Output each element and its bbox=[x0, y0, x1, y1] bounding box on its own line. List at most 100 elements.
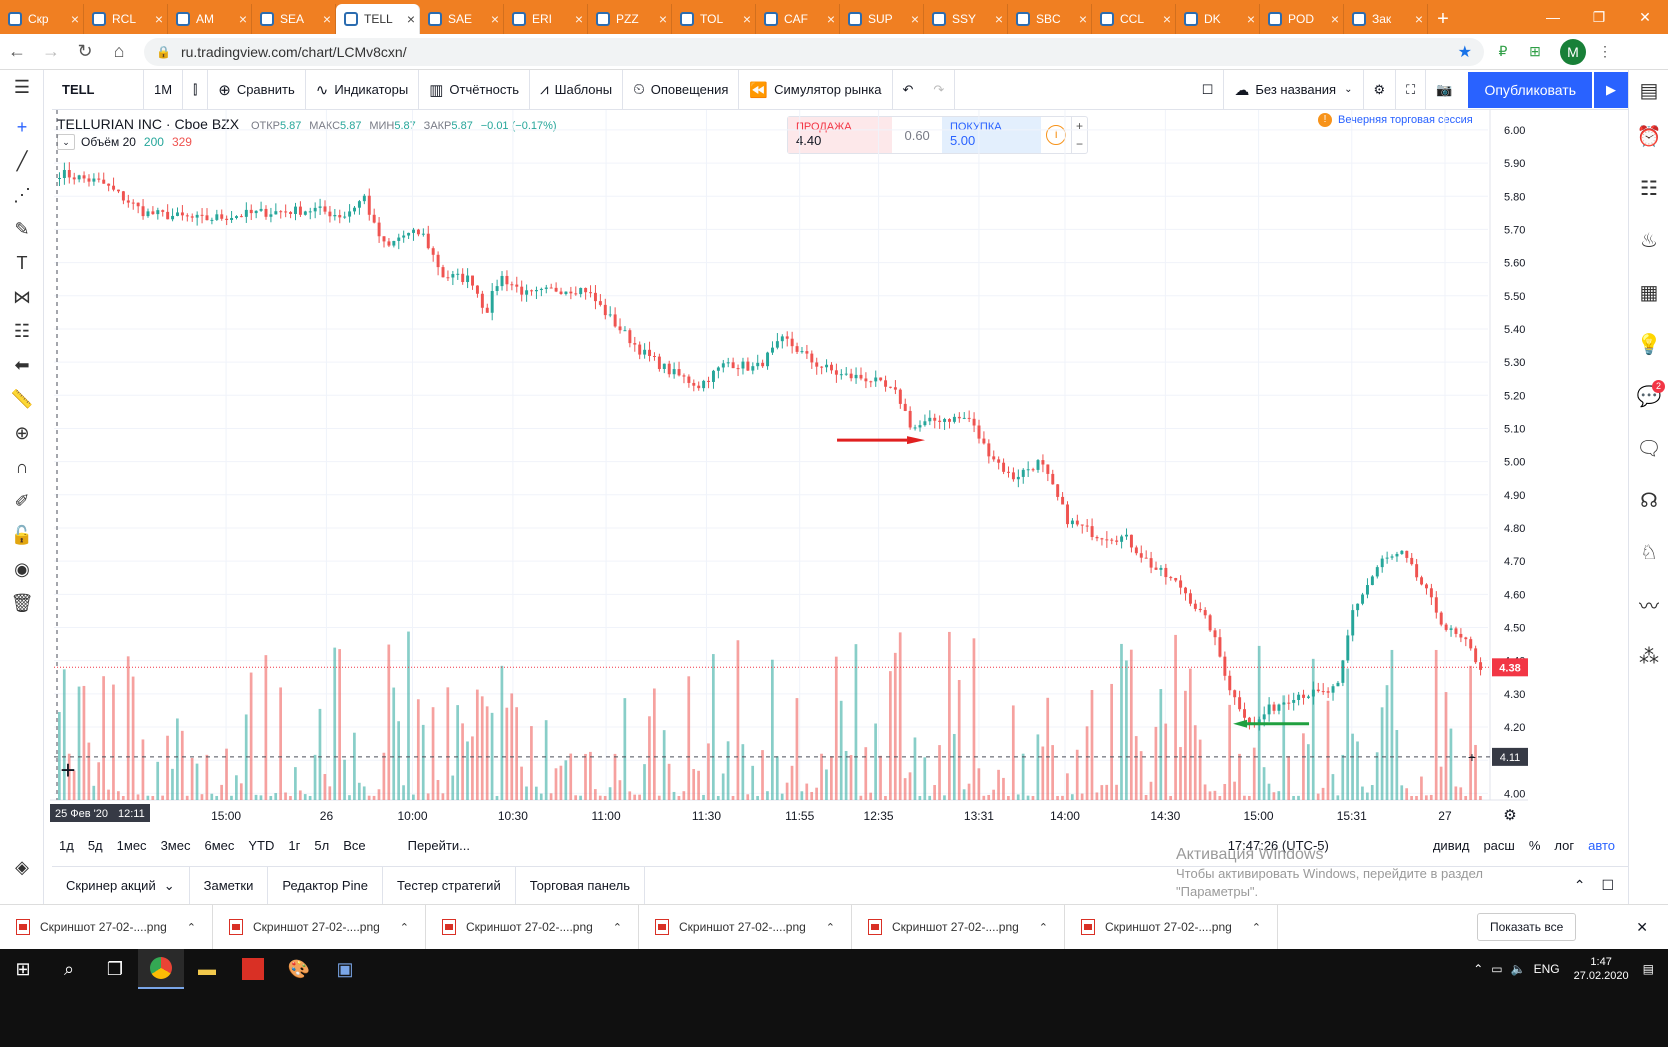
eye-icon[interactable]: ◉ bbox=[14, 558, 30, 579]
profile-avatar[interactable]: M bbox=[1560, 38, 1586, 65]
scale-option[interactable]: лог bbox=[1554, 837, 1575, 853]
show-all-downloads-button[interactable]: Показать все bbox=[1477, 913, 1577, 941]
financials-button[interactable]: ▥ Отчётность bbox=[419, 69, 531, 110]
chrome-taskbar-icon[interactable] bbox=[138, 949, 184, 989]
paint-taskbar-icon[interactable]: 🎨 bbox=[287, 958, 311, 979]
browser-tab[interactable]: SBC × bbox=[1008, 4, 1092, 34]
panel-tab[interactable]: Редактор Pine bbox=[268, 866, 383, 905]
chart-type-button[interactable]: ⫿ bbox=[183, 69, 209, 110]
minus-icon[interactable]: − bbox=[1076, 137, 1084, 151]
close-downloads-icon[interactable]: ✕ bbox=[1636, 918, 1648, 935]
notification-center-icon[interactable]: ▤ bbox=[1642, 962, 1654, 976]
download-menu-chevron-icon[interactable]: ⌃ bbox=[1251, 921, 1261, 934]
range-button[interactable]: 3мес bbox=[160, 837, 191, 853]
language-indicator[interactable]: ENG bbox=[1533, 962, 1560, 976]
download-item[interactable]: Скриншот 27-02-....png ⌃ bbox=[852, 904, 1065, 950]
panel-tab[interactable]: Скринер акций ⌄ bbox=[52, 866, 190, 905]
prediction-icon[interactable]: ☷ bbox=[13, 320, 31, 341]
tab-close-icon[interactable]: × bbox=[238, 11, 248, 27]
trendline-icon[interactable]: ╱ bbox=[16, 150, 28, 171]
notifications-icon[interactable]: ☊ bbox=[1640, 489, 1658, 512]
range-button[interactable]: 5д bbox=[87, 837, 103, 853]
browser-tab[interactable]: SUP × bbox=[840, 4, 924, 34]
browser-menu-icon[interactable]: ⋮ bbox=[1598, 43, 1612, 59]
download-menu-chevron-icon[interactable]: ⌃ bbox=[825, 921, 835, 934]
reload-button[interactable]: ↻ bbox=[77, 41, 93, 61]
layers-icon[interactable]: ◈ bbox=[15, 856, 29, 877]
url-field[interactable]: 🔒 ru.tradingview.com/chart/LCMv8cxn/ ★ bbox=[144, 37, 1484, 66]
new-tab-button[interactable]: + bbox=[1437, 7, 1449, 30]
browser-tab[interactable]: DK × bbox=[1176, 4, 1260, 34]
range-button[interactable]: 1г bbox=[288, 837, 301, 853]
fullscreen-button[interactable]: ⛶ bbox=[1396, 69, 1427, 110]
minimize-button[interactable]: — bbox=[1546, 9, 1560, 25]
utc-clock[interactable]: 17:47:26 (UTC-5) bbox=[1227, 837, 1329, 853]
home-button[interactable]: ⌂ bbox=[113, 41, 125, 61]
data-window-icon[interactable]: ☷ bbox=[1640, 177, 1658, 200]
range-button[interactable]: Все bbox=[343, 837, 366, 853]
magnet-icon[interactable]: ∩ bbox=[15, 456, 29, 477]
price-chart[interactable]: 6.00 5.90 5.80 5.70 5.60 5.50 5.40 5.30 5.20 5.10… bbox=[50, 110, 1528, 828]
download-menu-chevron-icon[interactable]: ⌃ bbox=[1038, 921, 1048, 934]
tab-close-icon[interactable]: × bbox=[574, 11, 584, 27]
download-item[interactable]: Скриншот 27-02-....png ⌃ bbox=[426, 904, 639, 950]
tab-close-icon[interactable]: × bbox=[994, 11, 1004, 27]
download-menu-chevron-icon[interactable]: ⌃ bbox=[612, 921, 622, 934]
tab-close-icon[interactable]: × bbox=[826, 11, 836, 27]
streams-icon[interactable]: 〰 bbox=[1639, 595, 1659, 618]
zoom-icon[interactable]: ⊕ bbox=[14, 422, 30, 443]
browser-tab[interactable]: POD × bbox=[1260, 4, 1344, 34]
ruler-icon[interactable]: 📏 bbox=[10, 388, 34, 409]
range-button[interactable]: 1мес bbox=[116, 837, 147, 853]
undo-button[interactable]: ↶ bbox=[902, 81, 914, 97]
trash-icon[interactable]: 🗑 bbox=[10, 592, 34, 613]
panel-tab[interactable]: Заметки bbox=[190, 866, 269, 905]
browser-tab[interactable]: TELL × bbox=[336, 4, 420, 34]
bookmark-star-icon[interactable]: ★ bbox=[1457, 43, 1472, 61]
messages-icon[interactable]: 🗨 bbox=[1636, 437, 1662, 460]
browser-tab[interactable]: SSY × bbox=[924, 4, 1008, 34]
watchlist-icon[interactable]: ▤ bbox=[1639, 79, 1659, 102]
info-button[interactable]: i bbox=[1041, 117, 1071, 153]
replay-button[interactable]: ⏪ Симулятор рынка bbox=[739, 69, 893, 110]
crosshair-icon[interactable]: + bbox=[16, 116, 28, 137]
browser-tab[interactable]: CCL × bbox=[1092, 4, 1176, 34]
forward-button[interactable]: → bbox=[42, 41, 60, 61]
back-button[interactable]: ← bbox=[8, 41, 26, 61]
play-icon[interactable]: ▶ bbox=[1594, 71, 1628, 108]
lock-drawings-icon[interactable]: 🔓 bbox=[10, 524, 34, 545]
download-menu-chevron-icon[interactable]: ⌃ bbox=[186, 921, 196, 934]
indicators-button[interactable]: ∿ Индикаторы bbox=[306, 69, 420, 110]
browser-tab[interactable]: ERI × bbox=[504, 4, 588, 34]
range-button[interactable]: 1д bbox=[59, 837, 74, 853]
tab-close-icon[interactable]: × bbox=[910, 11, 920, 27]
layout-button[interactable]: ☐ bbox=[1192, 69, 1225, 110]
range-button[interactable]: 5л bbox=[314, 837, 330, 853]
clock[interactable]: 1:47 27.02.2020 bbox=[1574, 955, 1629, 983]
network-icon[interactable]: ▭ bbox=[1491, 962, 1503, 976]
browser-tab[interactable]: CAF × bbox=[756, 4, 840, 34]
scale-option[interactable]: дивид bbox=[1432, 837, 1470, 853]
legend-title[interactable]: TELLURIAN INC · Cboe BZX bbox=[57, 116, 240, 132]
windows-start-icon[interactable]: ⊞ bbox=[15, 958, 31, 979]
volume-icon[interactable]: 🔈 bbox=[1510, 962, 1526, 976]
range-button[interactable]: YTD bbox=[248, 837, 275, 853]
redo-button[interactable]: ↷ bbox=[923, 69, 956, 110]
hotlist-icon[interactable]: ♨ bbox=[1640, 229, 1658, 252]
alarm-icon[interactable]: ⏰ bbox=[1636, 125, 1662, 148]
brush-icon[interactable]: ✎ bbox=[14, 218, 30, 239]
tab-close-icon[interactable]: × bbox=[1078, 11, 1088, 27]
browser-tab[interactable]: TOL × bbox=[672, 4, 756, 34]
download-item[interactable]: Скриншот 27-02-....png ⌃ bbox=[0, 904, 213, 950]
hints-icon[interactable]: ♘ bbox=[1640, 541, 1658, 564]
download-item[interactable]: Скриншот 27-02-....png ⌃ bbox=[639, 904, 852, 950]
acrobat-taskbar-icon[interactable] bbox=[230, 949, 276, 989]
tab-close-icon[interactable]: × bbox=[1162, 11, 1172, 27]
browser-tab[interactable]: Зак × bbox=[1344, 4, 1428, 34]
tab-close-icon[interactable]: × bbox=[154, 11, 164, 27]
quantity-stepper[interactable]: + − bbox=[1071, 117, 1087, 153]
task-view-icon[interactable]: ❐ bbox=[106, 958, 124, 979]
tab-close-icon[interactable]: × bbox=[742, 11, 752, 27]
menu-icon[interactable]: ☰ bbox=[13, 76, 31, 97]
scale-option[interactable]: авто bbox=[1588, 837, 1615, 853]
